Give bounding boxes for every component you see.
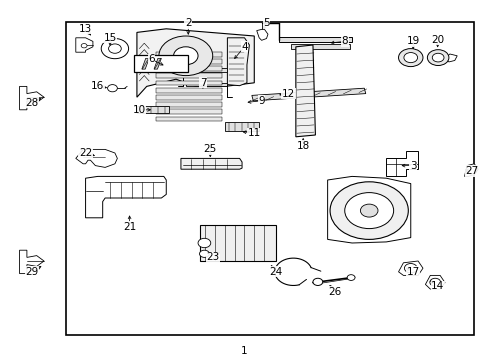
Circle shape [199,250,209,257]
Polygon shape [76,38,93,52]
Polygon shape [183,68,227,72]
Text: 18: 18 [296,141,309,151]
Circle shape [198,238,210,248]
Circle shape [81,44,87,48]
Circle shape [344,193,393,229]
Polygon shape [76,149,117,167]
Polygon shape [156,88,222,93]
Polygon shape [181,158,242,169]
Polygon shape [200,225,276,261]
Text: 3: 3 [409,161,416,171]
Text: 11: 11 [247,128,261,138]
Text: 5: 5 [263,18,269,28]
Text: 1: 1 [241,346,247,356]
Text: 21: 21 [122,222,136,232]
Polygon shape [156,95,222,100]
Text: 2: 2 [184,18,191,28]
Polygon shape [156,59,222,64]
Polygon shape [256,29,267,40]
Circle shape [346,275,354,280]
Circle shape [329,182,407,239]
Text: 28: 28 [25,98,39,108]
Circle shape [403,53,417,63]
Polygon shape [464,164,477,176]
Polygon shape [224,122,259,131]
Polygon shape [156,73,222,78]
Text: 29: 29 [25,267,39,277]
Circle shape [427,50,448,66]
Circle shape [101,39,128,59]
Text: 4: 4 [241,42,247,52]
Polygon shape [398,261,422,275]
Polygon shape [290,44,349,49]
Circle shape [173,47,198,65]
Polygon shape [85,176,166,218]
Polygon shape [156,102,222,107]
Text: 22: 22 [79,148,92,158]
Text: 23: 23 [205,252,219,262]
Polygon shape [20,86,44,110]
Circle shape [431,53,443,62]
Polygon shape [142,58,149,69]
Text: 7: 7 [199,78,206,88]
Circle shape [312,278,322,285]
Polygon shape [156,109,222,114]
Polygon shape [156,52,222,57]
Text: 10: 10 [133,105,145,115]
Text: 12: 12 [281,89,295,99]
Polygon shape [227,38,249,86]
Text: 20: 20 [430,35,443,45]
Polygon shape [156,117,222,121]
Polygon shape [425,275,444,289]
Text: 26: 26 [327,287,341,297]
Bar [66,22,473,335]
Text: 19: 19 [406,36,419,46]
Circle shape [404,264,416,273]
Polygon shape [156,66,222,71]
Bar [134,55,188,72]
Circle shape [159,36,212,76]
Circle shape [108,44,121,53]
Text: 16: 16 [91,81,104,91]
Text: 6: 6 [148,54,155,64]
Circle shape [465,166,476,174]
Text: 27: 27 [464,166,478,176]
Polygon shape [154,58,161,69]
Text: 17: 17 [406,267,419,277]
Text: 24: 24 [269,267,283,277]
Polygon shape [20,250,44,274]
Polygon shape [251,88,365,101]
Text: 9: 9 [258,96,264,106]
Polygon shape [386,151,417,176]
Polygon shape [444,54,456,62]
Polygon shape [295,45,315,137]
Text: 8: 8 [341,36,347,46]
Circle shape [360,204,377,217]
Text: 15: 15 [103,33,117,43]
Circle shape [107,85,117,92]
Polygon shape [185,83,227,86]
Polygon shape [278,37,351,42]
Text: 13: 13 [79,24,92,34]
Polygon shape [156,81,222,85]
Text: 14: 14 [430,281,444,291]
Circle shape [398,49,422,67]
Polygon shape [137,29,254,97]
Text: 25: 25 [203,144,217,154]
Polygon shape [137,106,168,113]
Circle shape [429,278,440,286]
